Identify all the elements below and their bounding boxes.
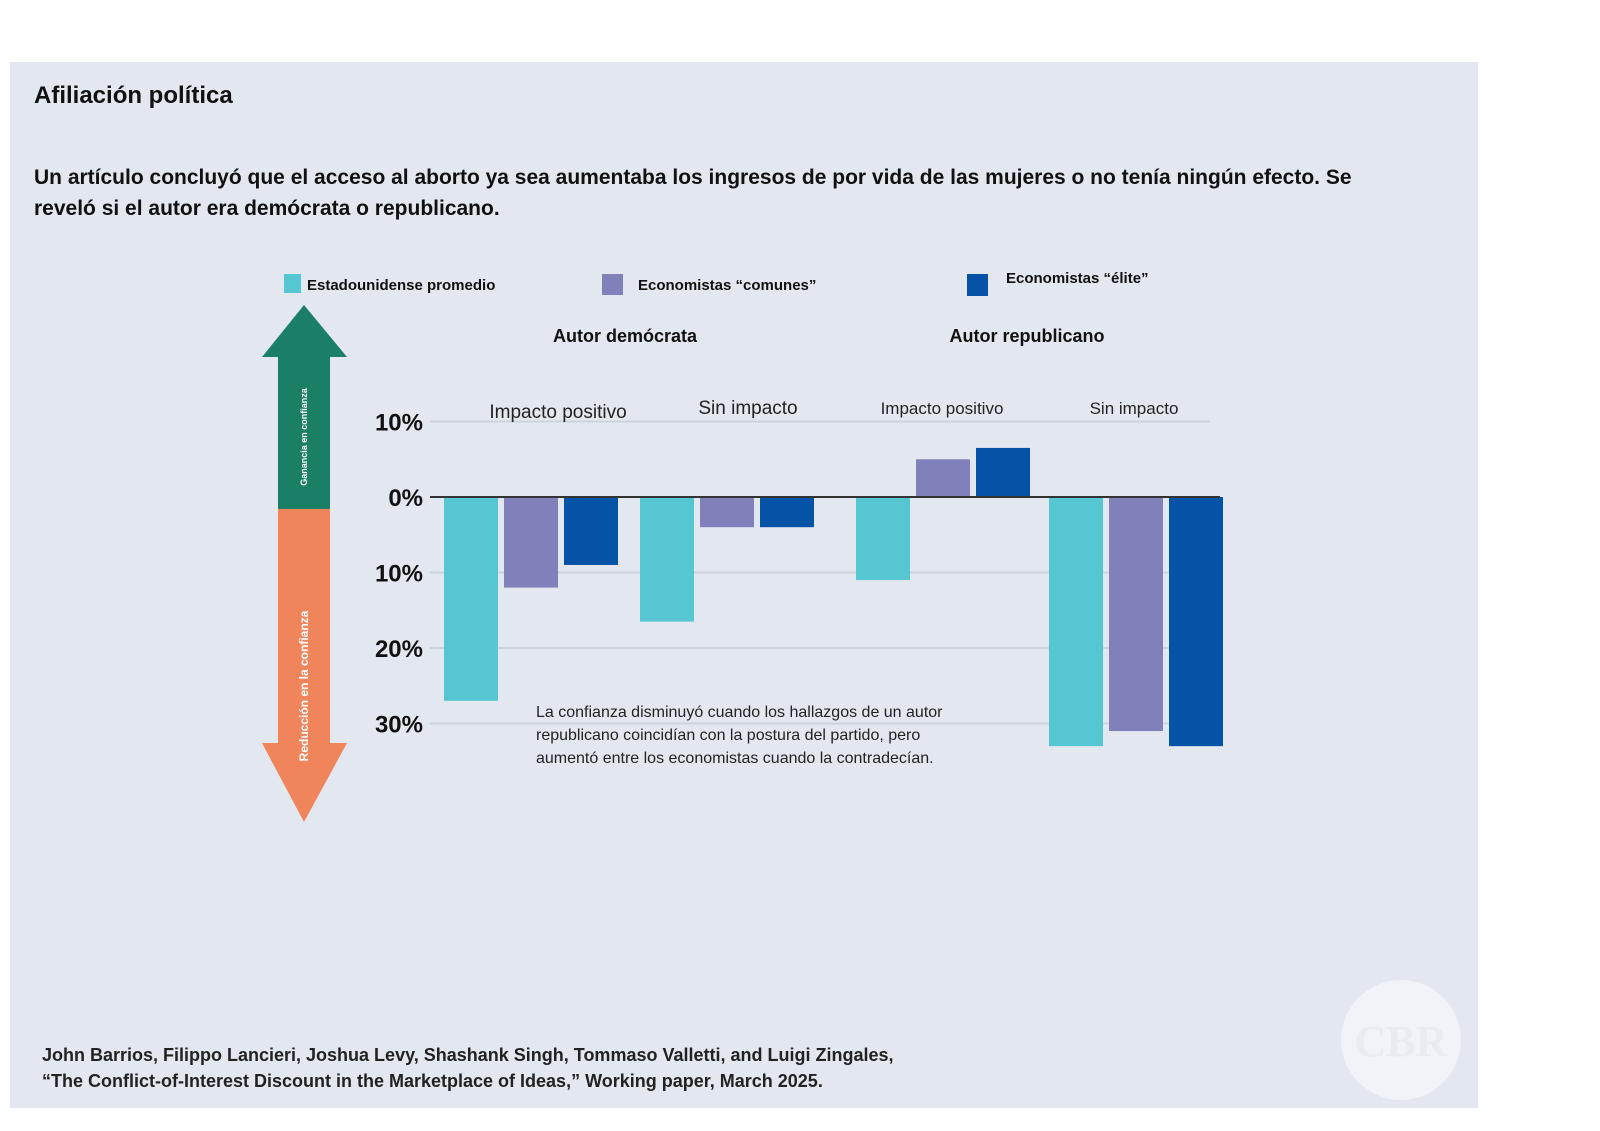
page-heading: Afiliación política xyxy=(34,82,233,109)
chart-annotation: La confianza disminuyó cuando los hallaz… xyxy=(536,704,947,767)
legend-label-average-american: Estadounidense promedio xyxy=(307,277,495,294)
cbr-logo-text: CBR xyxy=(1355,1017,1449,1066)
subgroup-label: Impacto positivo xyxy=(881,399,1004,418)
y-axis-ticks: 10% 0% 10% 20% 30% xyxy=(375,410,423,739)
subgroup-labels: Impacto positivo Sin impacto Impacto posit… xyxy=(489,398,1178,423)
bar xyxy=(564,497,618,565)
legend-label-elite-economists: Economistas “élite” xyxy=(1006,270,1149,287)
legend: Estadounidense promedio Economistas “com… xyxy=(284,270,1149,296)
y-tick-label: 20% xyxy=(375,636,423,663)
bar xyxy=(1049,497,1103,747)
bar xyxy=(504,497,558,588)
arrow-down-label: Reducción en la confianza xyxy=(297,610,311,761)
arrow-up-icon xyxy=(262,305,347,509)
arrow-up-label: Ganancia en confianza xyxy=(299,387,309,486)
chart-subtitle: Un artículo concluyó que el acceso al ab… xyxy=(34,166,1352,220)
y-tick-label: 30% xyxy=(375,712,423,739)
cbr-logo: CBR xyxy=(1341,980,1461,1100)
annotation-line-3: aumentó entre los economistas cuando la … xyxy=(536,750,934,767)
source-line-1: John Barrios, Filippo Lancieri, Joshua L… xyxy=(42,1045,894,1065)
bars xyxy=(444,447,1223,747)
legend-label-common-economists: Economistas “comunes” xyxy=(638,277,816,294)
y-tick-label: 0% xyxy=(388,485,423,512)
bar xyxy=(1169,497,1223,747)
annotation-line-2: republicano coincidían con la postura de… xyxy=(536,727,920,744)
y-tick-label: 10% xyxy=(375,561,423,588)
source-citation: John Barrios, Filippo Lancieri, Joshua L… xyxy=(42,1042,894,1094)
source-line-2: “The Conflict-of-Interest Discount in th… xyxy=(42,1071,823,1091)
legend-swatch-common-economists xyxy=(602,274,623,295)
confidence-arrow: Ganancia en confianza Reducción en la co… xyxy=(262,305,347,822)
bar xyxy=(700,497,754,528)
subgroup-label: Sin impacto xyxy=(698,398,797,419)
chart-card xyxy=(10,62,1478,1108)
legend-swatch-average-american xyxy=(284,274,301,293)
subgroup-label: Impacto positivo xyxy=(489,402,626,423)
bar xyxy=(640,497,694,622)
annotation-line-1: La confianza disminuyó cuando los hallaz… xyxy=(536,704,943,721)
bar xyxy=(916,459,970,497)
bar xyxy=(444,497,498,701)
bar xyxy=(1109,497,1163,732)
y-tick-label: 10% xyxy=(375,410,423,437)
subgroup-label: Sin impacto xyxy=(1090,399,1179,418)
group-header-republican: Autor republicano xyxy=(949,326,1104,346)
arrow-down-icon xyxy=(262,509,347,822)
bar xyxy=(856,497,910,581)
bar xyxy=(976,447,1030,497)
group-header-democrat: Autor demócrata xyxy=(553,326,698,346)
legend-swatch-elite-economists xyxy=(967,274,988,296)
bar xyxy=(760,497,814,528)
